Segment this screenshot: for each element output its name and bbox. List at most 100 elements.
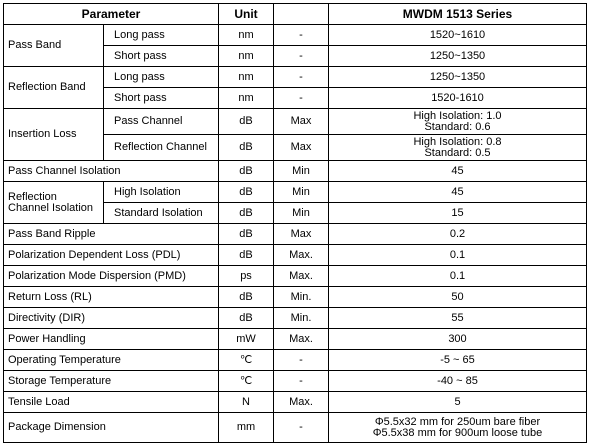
table-row: Storage Temperature ℃ - -40 ~ 85	[3, 370, 587, 392]
unit-cell: ps	[218, 265, 274, 287]
value-line: 1520~1610	[429, 28, 486, 41]
value-line: 15	[451, 206, 464, 219]
sub-parameter-cell: Pass Channel	[103, 108, 219, 135]
condition-cell: Max	[273, 108, 329, 135]
value-line: 1250~1350	[429, 49, 486, 62]
table-row: Polarization Dependent Loss (PDL) dB Max. 0…	[3, 244, 587, 266]
condition-cell: Min	[273, 160, 329, 182]
header-cell: Parameter	[3, 3, 219, 25]
parameter-cell: Polarization Dependent Loss (PDL)	[3, 244, 219, 266]
table-row: Power Handling mW Max. 300	[3, 328, 587, 350]
value-cell: 45	[328, 181, 587, 203]
value-line: Φ5.5x32 mm for 250um bare fiber	[374, 415, 541, 428]
table-row: Reflection Channel dB Max High Isolation: 0…	[4, 134, 587, 161]
parameter-cell: Reflection Band	[3, 66, 104, 109]
parameter-cell: Pass Channel Isolation	[3, 160, 219, 182]
table-row: Return Loss (RL) dB Min. 50	[3, 286, 587, 308]
table-row: Pass Band Ripple dB Max 0.2	[3, 223, 587, 245]
value-cell: 55	[328, 307, 587, 329]
unit-cell: dB	[218, 160, 274, 182]
unit-cell: dB	[218, 134, 274, 161]
table-row: Reflection Band Long pass nm - 1250~1350	[3, 66, 587, 109]
parameter-cell: Insertion Loss	[3, 108, 104, 161]
value-line: 45	[451, 185, 464, 198]
parameter-cell: Operating Temperature	[3, 349, 219, 371]
value-line: 1250~1350	[429, 70, 486, 83]
condition-cell: Max.	[273, 328, 329, 350]
unit-cell: dB	[218, 307, 274, 329]
parameter-cell: Package Dimension	[3, 412, 219, 443]
value-cell: Φ5.5x32 mm for 250um bare fiber Φ5.5x38 m…	[328, 412, 587, 443]
value-line: 0.1	[449, 248, 466, 261]
value-cell: 300	[328, 328, 587, 350]
header-cell: Unit	[218, 3, 274, 25]
unit-cell: nm	[218, 87, 274, 109]
value-cell: 0.1	[328, 265, 587, 287]
condition-cell: Min	[273, 181, 329, 203]
condition-cell: Max.	[273, 265, 329, 287]
table-row: Polarization Mode Dispersion (PMD) ps Max.…	[3, 265, 587, 287]
sub-parameter-cell: Standard Isolation	[103, 202, 219, 224]
unit-cell: mW	[218, 328, 274, 350]
parameter-cell: Power Handling	[3, 328, 219, 350]
header-row: Parameter Unit MWDM 1513 Series	[3, 3, 587, 25]
unit-cell: nm	[218, 45, 274, 67]
value-line: Φ5.5x38 mm for 900um loose tube	[372, 426, 543, 439]
condition-cell: -	[273, 370, 329, 392]
table-row: Pass Band Long pass nm - 1520~1610	[3, 24, 587, 67]
table-row: Standard Isolation dB Min 15	[4, 202, 587, 224]
condition-cell: Min.	[273, 286, 329, 308]
table-row: Package Dimension mm - Φ5.5x32 mm for 250um…	[3, 412, 587, 443]
value-line: High Isolation: 1.0	[413, 109, 502, 122]
parameter-cell: Return Loss (RL)	[3, 286, 219, 308]
condition-cell: Max	[273, 134, 329, 161]
table-row: Reflection Channel Isolation High Isolati…	[3, 181, 587, 224]
value-cell: 1520-1610	[328, 87, 587, 109]
unit-cell: dB	[218, 223, 274, 245]
sub-parameter-cell: Short pass	[103, 87, 219, 109]
sub-parameter-cell: Long pass	[103, 24, 219, 46]
value-cell: -40 ~ 85	[328, 370, 587, 392]
unit-cell: mm	[218, 412, 274, 443]
header-cell	[273, 3, 329, 25]
sub-parameter-cell: Short pass	[103, 45, 219, 67]
value-line: 1520-1610	[431, 91, 484, 104]
condition-cell: Max.	[273, 391, 329, 413]
parameter-cell: Reflection Channel Isolation	[3, 181, 104, 224]
value-line: 45	[451, 164, 464, 177]
value-line: High Isolation: 0.8	[413, 135, 502, 148]
unit-cell: dB	[218, 108, 274, 135]
condition-cell: -	[273, 24, 329, 46]
condition-cell: -	[273, 66, 329, 88]
condition-cell: Min	[273, 202, 329, 224]
table-row: Tensile Load N Max. 5	[3, 391, 587, 413]
parameter-cell: Polarization Mode Dispersion (PMD)	[3, 265, 219, 287]
table-row: Operating Temperature ℃ - -5 ~ 65	[3, 349, 587, 371]
unit-cell: dB	[218, 181, 274, 203]
unit-cell: N	[218, 391, 274, 413]
unit-cell: ℃	[218, 370, 274, 392]
unit-cell: ℃	[218, 349, 274, 371]
sub-parameter-cell: Long pass	[103, 66, 219, 88]
value-line: 50	[451, 290, 464, 303]
unit-cell: dB	[218, 244, 274, 266]
header-cell: MWDM 1513 Series	[328, 3, 587, 25]
table-row: Short pass nm - 1520-1610	[4, 87, 587, 109]
value-line: 55	[451, 311, 464, 324]
unit-cell: dB	[218, 202, 274, 224]
value-line: -40 ~ 85	[437, 374, 478, 387]
value-cell: High Isolation: 1.0 Standard: 0.6	[328, 108, 587, 135]
unit-cell: nm	[218, 24, 274, 46]
value-cell: High Isolation: 0.8 Standard: 0.5	[328, 134, 587, 161]
value-cell: 50	[328, 286, 587, 308]
condition-cell: -	[273, 412, 329, 443]
condition-cell: Max.	[273, 244, 329, 266]
value-cell: 1250~1350	[328, 66, 587, 88]
unit-cell: nm	[218, 66, 274, 88]
parameter-cell: Pass Band Ripple	[3, 223, 219, 245]
condition-cell: -	[273, 45, 329, 67]
table-row: Short pass nm - 1250~1350	[4, 45, 587, 67]
value-line: 5	[454, 395, 461, 408]
sub-parameter-cell: Reflection Channel	[103, 134, 219, 161]
table-row: Directivity (DIR) dB Min. 55	[3, 307, 587, 329]
